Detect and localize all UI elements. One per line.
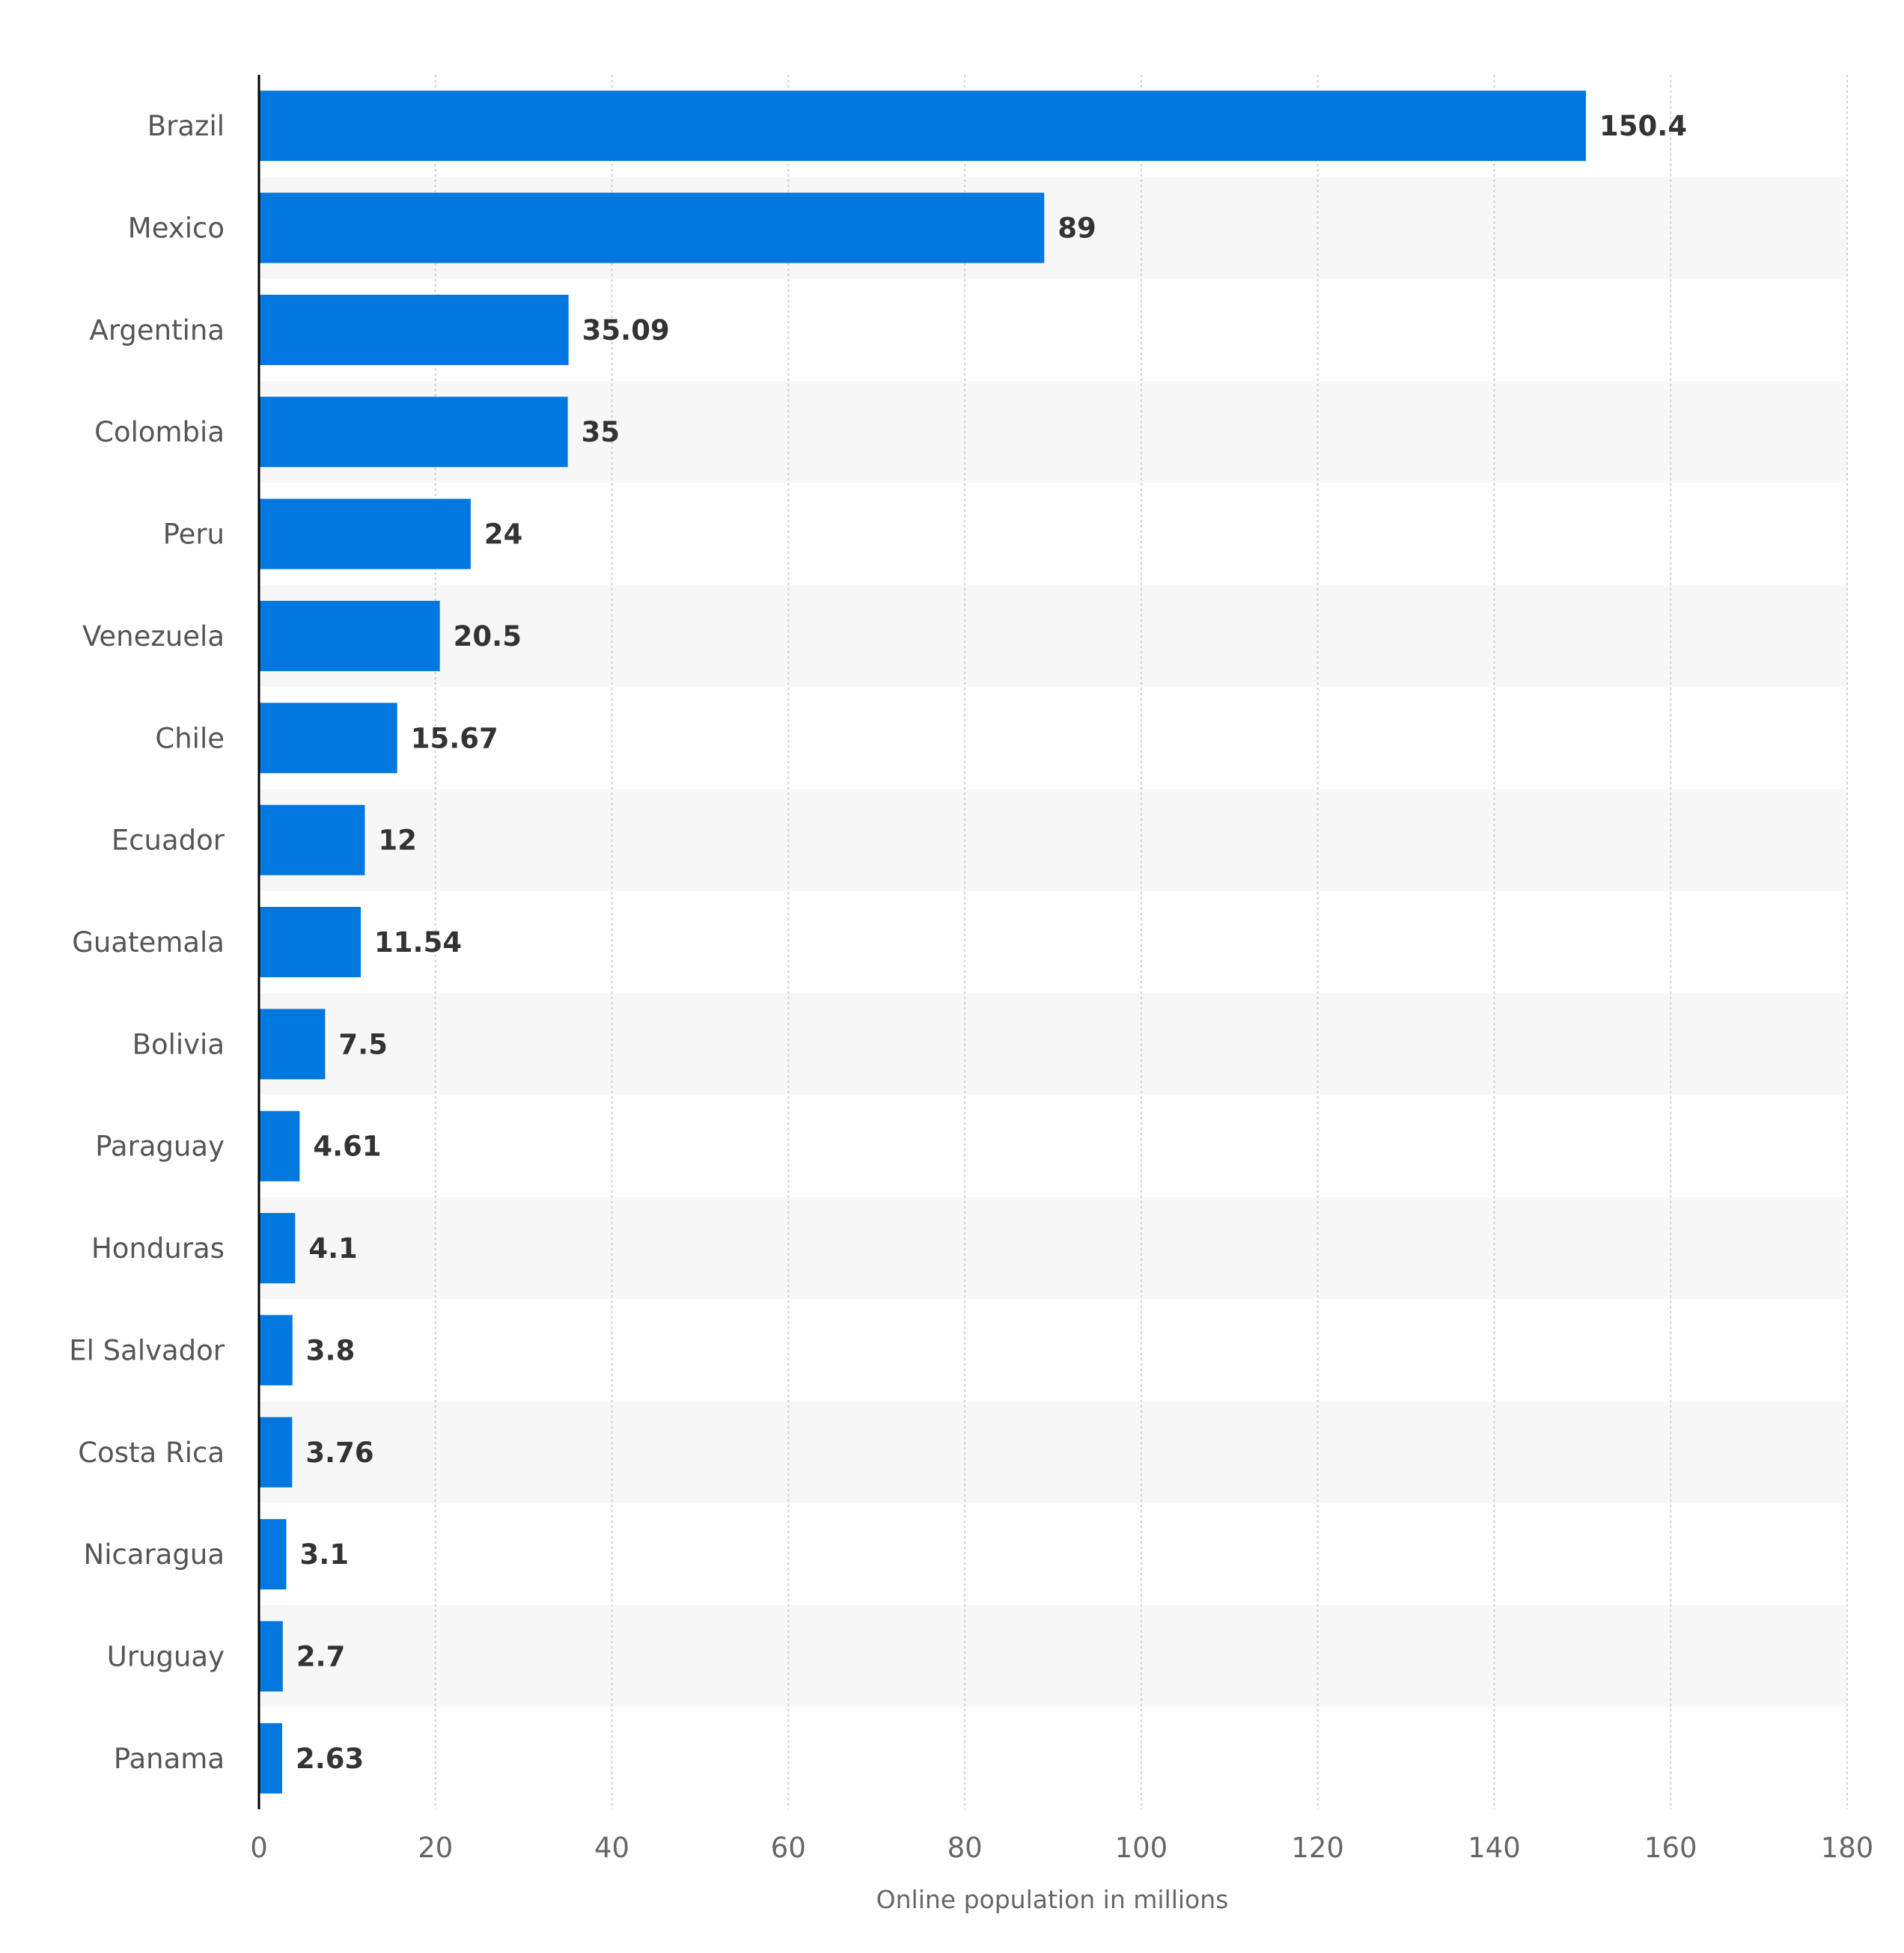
value-label: 4.1 xyxy=(308,1232,358,1265)
row-band xyxy=(259,584,1847,688)
bar xyxy=(259,1213,296,1284)
category-label: Nicaragua xyxy=(84,1538,225,1571)
bars xyxy=(259,91,1587,1794)
category-label: Honduras xyxy=(91,1232,225,1265)
x-tick-label: 120 xyxy=(1291,1832,1344,1864)
x-tick-label: 0 xyxy=(250,1832,268,1864)
category-label: Paraguay xyxy=(95,1131,225,1163)
category-label: Peru xyxy=(163,519,225,551)
row-band xyxy=(259,789,1847,891)
value-labels: 150.4 89 35.09 35 24 20.5 15.67 12 11.54 7.5 4.61 4… xyxy=(296,110,1687,1775)
category-label: Panama xyxy=(114,1743,225,1775)
bar xyxy=(259,1621,283,1692)
value-label: 2.7 xyxy=(296,1640,346,1672)
bar xyxy=(259,91,1587,162)
category-label: Venezuela xyxy=(82,620,225,652)
bar xyxy=(259,703,397,774)
bar xyxy=(259,1519,287,1590)
value-label: 4.61 xyxy=(313,1131,381,1163)
row-band xyxy=(259,1196,1847,1300)
x-tick-label: 80 xyxy=(948,1832,983,1864)
x-tick-label: 140 xyxy=(1468,1832,1521,1864)
bar xyxy=(259,600,440,671)
value-label: 35 xyxy=(582,416,620,448)
value-label: 15.67 xyxy=(411,722,498,754)
x-tick-label: 40 xyxy=(594,1832,629,1864)
row-band xyxy=(259,993,1847,1095)
category-label: Ecuador xyxy=(112,825,225,857)
category-label: Brazil xyxy=(147,110,225,142)
value-label: 11.54 xyxy=(374,926,462,959)
category-label: Chile xyxy=(155,722,225,754)
value-label: 89 xyxy=(1058,213,1096,245)
x-tick-label: 180 xyxy=(1821,1832,1874,1864)
bar xyxy=(259,1315,293,1386)
bar xyxy=(259,907,361,977)
bar xyxy=(259,1110,300,1182)
value-label: 150.4 xyxy=(1599,110,1687,142)
x-tick-label: 100 xyxy=(1115,1832,1168,1864)
bar xyxy=(259,397,568,468)
row-band xyxy=(259,1401,1847,1503)
bar xyxy=(259,294,569,365)
category-label: Costa Rica xyxy=(78,1437,225,1469)
value-label: 3.76 xyxy=(305,1437,373,1469)
x-axis-title: Online population in millions xyxy=(876,1885,1229,1914)
x-tick-label: 20 xyxy=(418,1832,453,1864)
value-label: 3.1 xyxy=(300,1538,350,1571)
bar xyxy=(259,804,365,875)
value-label: 3.8 xyxy=(306,1334,356,1366)
bar xyxy=(259,1009,326,1080)
x-axis-tick-labels: 0 20 40 60 80 100 120 140 160 180 xyxy=(250,1832,1873,1864)
bar xyxy=(259,1416,293,1488)
bar xyxy=(259,192,1045,263)
row-band xyxy=(259,1605,1847,1708)
bar xyxy=(259,1723,283,1794)
category-label: Guatemala xyxy=(72,926,225,959)
category-label: Bolivia xyxy=(132,1028,225,1060)
value-label: 24 xyxy=(484,519,523,551)
category-label: Mexico xyxy=(128,213,225,245)
category-label: El Salvador xyxy=(69,1334,225,1366)
category-label: Argentina xyxy=(90,314,225,346)
category-label: Colombia xyxy=(94,416,225,448)
value-label: 35.09 xyxy=(582,314,670,346)
value-label: 7.5 xyxy=(338,1028,388,1060)
bar xyxy=(259,498,471,569)
value-label: 12 xyxy=(378,825,417,857)
x-tick-label: 160 xyxy=(1644,1832,1697,1864)
x-tick-label: 60 xyxy=(771,1832,806,1864)
row-bands xyxy=(259,177,1847,1708)
value-label: 2.63 xyxy=(296,1743,364,1775)
category-labels: Brazil Mexico Argentina Colombia Peru Venezue… xyxy=(69,110,225,1775)
category-label: Uruguay xyxy=(107,1640,225,1672)
value-label: 20.5 xyxy=(454,620,522,652)
